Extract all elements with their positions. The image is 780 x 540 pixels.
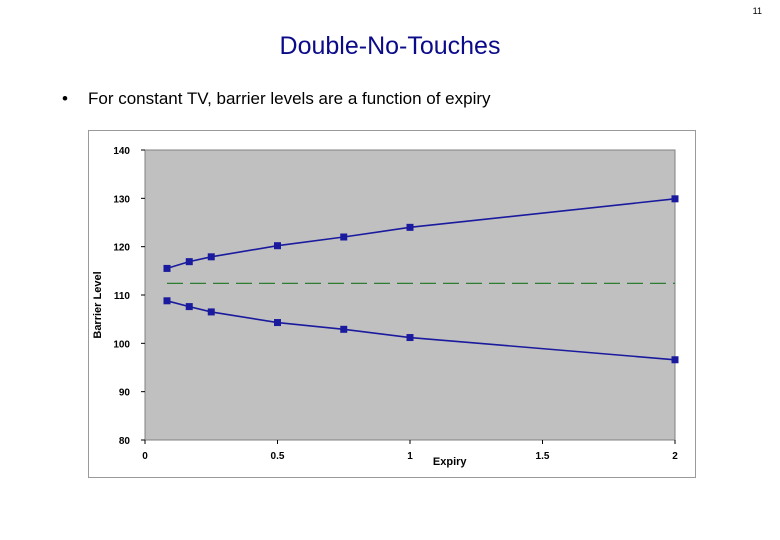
series-1-point — [274, 242, 281, 250]
series-1-point — [340, 233, 348, 241]
y-tick-label: 130 — [113, 194, 130, 205]
series-2-point — [163, 297, 171, 305]
series-2-point — [207, 308, 215, 316]
chart-frame: 80 90 100 110 120 130 140 0 0.5 1 1.5 2 Expiry Barrie… — [88, 130, 696, 478]
barrier-chart: 80 90 100 110 120 130 140 0 0.5 1 1.5 2 Expiry Barrie… — [92, 146, 679, 468]
bullet-mark: • — [62, 89, 68, 108]
bullet-item: • For constant TV, barrier levels are a … — [62, 89, 491, 109]
plot-area — [144, 149, 676, 441]
y-tick-label: 140 — [113, 146, 130, 157]
y-tick-label: 120 — [113, 243, 130, 254]
x-tick-label: 1.5 — [536, 451, 550, 462]
series-1-point — [207, 253, 215, 261]
series-1-point — [671, 195, 679, 203]
bullet-text: For constant TV, barrier levels are a fu… — [88, 89, 491, 108]
y-tick-label: 110 — [114, 291, 131, 302]
series-2-point — [406, 334, 414, 342]
series-1-point — [185, 258, 193, 266]
series-1-point — [406, 223, 414, 231]
y-tick-label: 100 — [113, 339, 130, 350]
series-2-point — [274, 319, 281, 327]
page-number: 11 — [752, 6, 762, 16]
y-axis-title: Barrier Level — [92, 271, 104, 338]
x-tick-label: 0.5 — [271, 451, 285, 462]
series-2-point — [671, 356, 679, 364]
series-1-point — [163, 264, 171, 272]
series-2-point — [340, 325, 348, 333]
series-2-point — [185, 303, 193, 311]
x-tick-label: 1 — [407, 451, 413, 462]
x-axis-title: Expiry — [433, 456, 468, 468]
y-tick-label: 80 — [119, 436, 131, 447]
y-tick-label: 90 — [119, 388, 131, 399]
x-tick-label: 2 — [672, 451, 678, 462]
x-tick-label: 0 — [142, 451, 148, 462]
slide-title: Double-No-Touches — [279, 32, 501, 60]
